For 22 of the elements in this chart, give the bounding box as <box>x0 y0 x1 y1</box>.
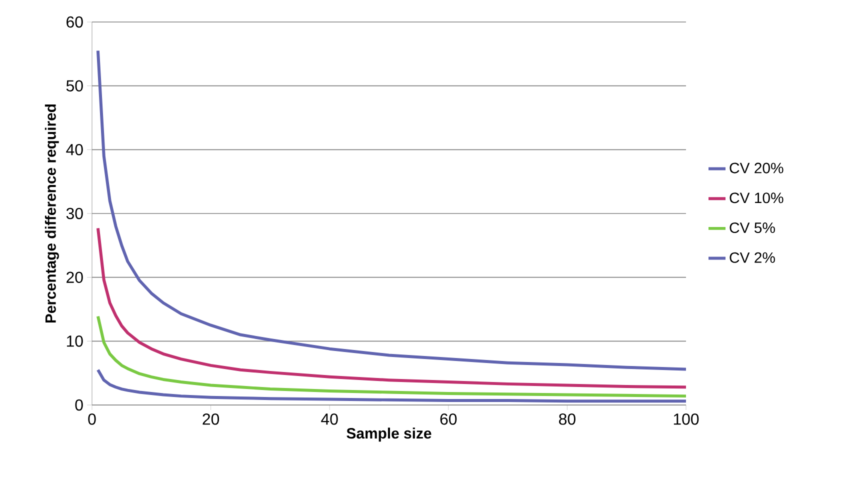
y-tick-label: 30 <box>66 208 83 220</box>
x-tick-label: 40 <box>321 414 338 425</box>
y-tick-label: 10 <box>66 336 83 347</box>
x-tick-label: 100 <box>674 414 699 425</box>
y-axis-title: Percentage difference required <box>44 104 59 323</box>
y-tick-label: 0 <box>75 399 83 411</box>
legend-label: CV 20% <box>730 162 784 174</box>
y-tick-label: 40 <box>66 144 83 156</box>
legend-label: CV 2% <box>730 252 775 263</box>
x-tick-label: 80 <box>559 414 576 425</box>
line-series <box>96 226 686 389</box>
y-tick-label: 50 <box>66 80 83 92</box>
x-tick-label: 20 <box>202 414 220 425</box>
x-tick-label: 0 <box>88 414 96 425</box>
y-tick-label: 60 <box>66 16 83 28</box>
x-tick-label: 60 <box>440 414 457 425</box>
x-axis-title: Sample size <box>346 428 432 442</box>
line-series <box>96 314 686 398</box>
y-tick-label: 20 <box>66 272 83 283</box>
line-series <box>96 49 686 371</box>
legend-label: CV 5% <box>730 222 775 234</box>
legend-label: CV 10% <box>730 192 784 204</box>
